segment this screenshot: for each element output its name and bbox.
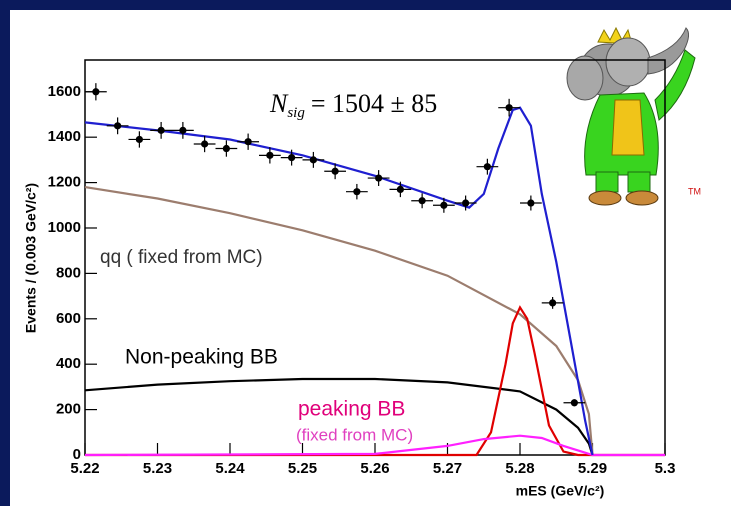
x-tick-label: 5.24: [215, 460, 245, 477]
x-tick-label: 5.27: [433, 460, 462, 477]
data-point: [353, 188, 361, 196]
data-point: [440, 201, 448, 209]
trademark: TM: [688, 186, 701, 196]
data-point: [201, 140, 209, 148]
data-point: [331, 167, 339, 175]
x-tick-label: 5.25: [288, 460, 317, 477]
data-point: [157, 126, 165, 134]
x-tick-label: 5.29: [578, 460, 607, 477]
data-point: [179, 126, 187, 134]
fit-curve: [84, 377, 594, 456]
y-tick-label: 1000: [48, 219, 81, 236]
yield-value: = 1504 ± 85: [311, 89, 437, 118]
fit-curve: [84, 434, 665, 457]
nonpeaking-label: Non-peaking BB: [125, 346, 278, 369]
y-tick-label: 200: [56, 401, 81, 418]
fit-curve: [84, 106, 594, 456]
y-tick-label: 1600: [48, 83, 81, 100]
y-tick-label: 0: [73, 446, 81, 463]
data-point: [549, 299, 557, 307]
data-point: [114, 122, 122, 130]
x-tick-label: 5.26: [360, 460, 389, 477]
x-axis-label: mES (GeV/c²): [516, 483, 605, 499]
y-tick-label: 600: [56, 310, 81, 327]
y-tick-label: 400: [56, 355, 81, 372]
data-point: [244, 138, 252, 146]
peaking-sub-label: (fixed from MC): [296, 425, 413, 444]
n-symbol: N: [269, 89, 289, 118]
mascot: [566, 26, 696, 206]
data-point: [418, 197, 426, 205]
y-tick-label: 1400: [48, 128, 81, 145]
data-point: [288, 154, 296, 162]
data-point: [462, 199, 470, 207]
frame-top: [0, 0, 731, 10]
data-point: [570, 399, 578, 407]
peaking-label: peaking BB: [298, 398, 405, 421]
x-tick-label: 5.23: [143, 460, 172, 477]
data-point: [375, 174, 383, 182]
fit-curve: [84, 186, 594, 456]
data-point: [135, 135, 143, 144]
data-point: [309, 156, 317, 164]
y-tick-label: 1200: [48, 174, 81, 191]
data-point: [527, 199, 535, 207]
data-point: [222, 144, 230, 153]
fit-curve: [85, 305, 665, 457]
data-point: [505, 104, 513, 112]
data-point: [92, 88, 100, 96]
data-point: [266, 151, 274, 159]
y-tick-label: 800: [56, 264, 81, 281]
n-subscript: sig: [287, 105, 305, 121]
qq-label: qq ( fixed from MC): [100, 247, 263, 268]
y-axis-label: Events / (0.003 GeV/c²): [23, 183, 39, 333]
signal-yield: Nsig = 1504 ± 85: [269, 89, 437, 121]
x-tick-label: 5.22: [70, 460, 99, 477]
frame-left: [0, 0, 10, 506]
x-tick-label: 5.3: [655, 460, 676, 477]
data-point: [483, 163, 491, 171]
x-tick-label: 5.28: [505, 460, 534, 477]
data-point: [396, 185, 404, 193]
